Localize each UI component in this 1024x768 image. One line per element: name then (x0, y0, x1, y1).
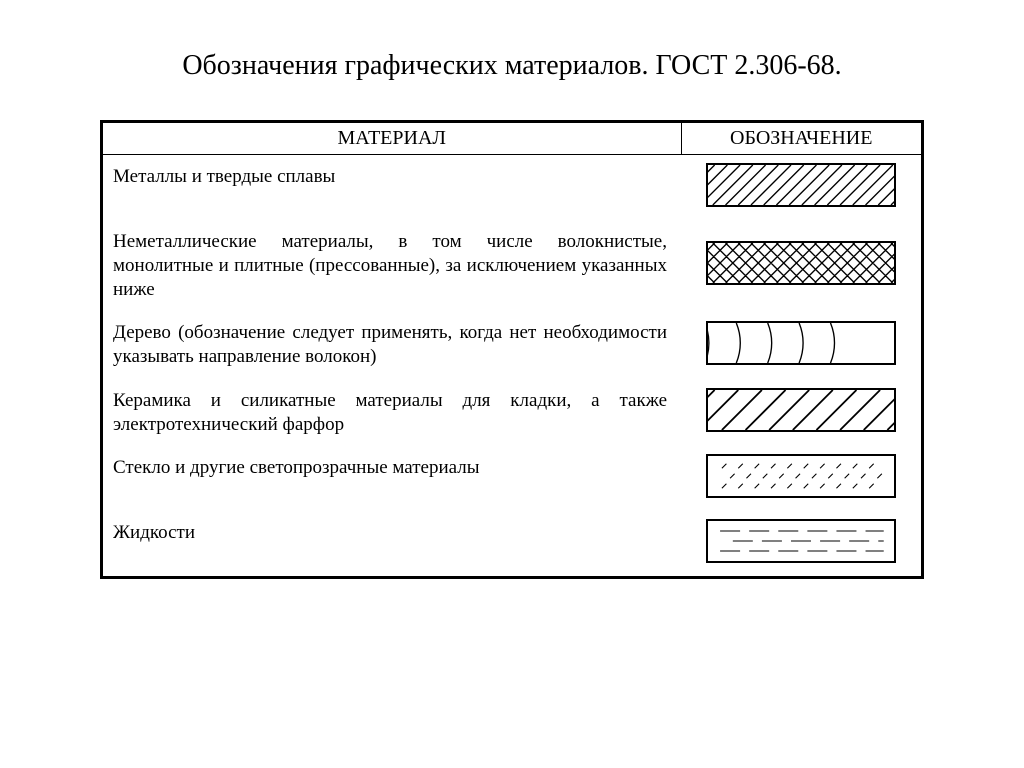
material-label: Керамика и силикатные материалы для клад… (103, 379, 681, 447)
material-symbol (681, 311, 921, 379)
hatch-glass-icon (706, 454, 896, 498)
column-header-symbol: ОБОЗНАЧЕНИЕ (681, 123, 921, 155)
table-row: Стекло и другие светопрозрачные материал… (103, 446, 921, 511)
material-label: Неметаллические материалы, в том числе в… (103, 220, 681, 311)
material-symbol (681, 155, 921, 221)
hatch-metal-icon (706, 163, 896, 207)
material-label: Стекло и другие светопрозрачные материал… (103, 446, 681, 511)
table-row: Неметаллические материалы, в том числе в… (103, 220, 921, 311)
table-row: Металлы и твердые сплавы (103, 155, 921, 221)
material-symbol (681, 220, 921, 311)
material-symbol (681, 379, 921, 447)
table-body: Металлы и твердые сплавыНеметаллические … (103, 155, 921, 577)
material-label: Жидкости (103, 511, 681, 576)
table-row: Керамика и силикатные материалы для клад… (103, 379, 921, 447)
hatch-ceramic-icon (706, 388, 896, 432)
standards-table-frame: МАТЕРИАЛ ОБОЗНАЧЕНИЕ Металлы и твердые с… (100, 120, 924, 579)
materials-table: МАТЕРИАЛ ОБОЗНАЧЕНИЕ Металлы и твердые с… (103, 123, 921, 576)
material-symbol (681, 446, 921, 511)
page: Обозначения графических материалов. ГОСТ… (0, 0, 1024, 768)
material-label: Дерево (обозначение следует применять, к… (103, 311, 681, 379)
hatch-liquid-icon (706, 519, 896, 563)
hatch-wood-icon (706, 321, 896, 365)
page-title: Обозначения графических материалов. ГОСТ… (0, 50, 1024, 82)
material-symbol (681, 511, 921, 576)
table-row: Жидкости (103, 511, 921, 576)
column-header-material: МАТЕРИАЛ (103, 123, 681, 155)
table-row: Дерево (обозначение следует применять, к… (103, 311, 921, 379)
material-label: Металлы и твердые сплавы (103, 155, 681, 221)
hatch-nonmetal-icon (706, 241, 896, 285)
